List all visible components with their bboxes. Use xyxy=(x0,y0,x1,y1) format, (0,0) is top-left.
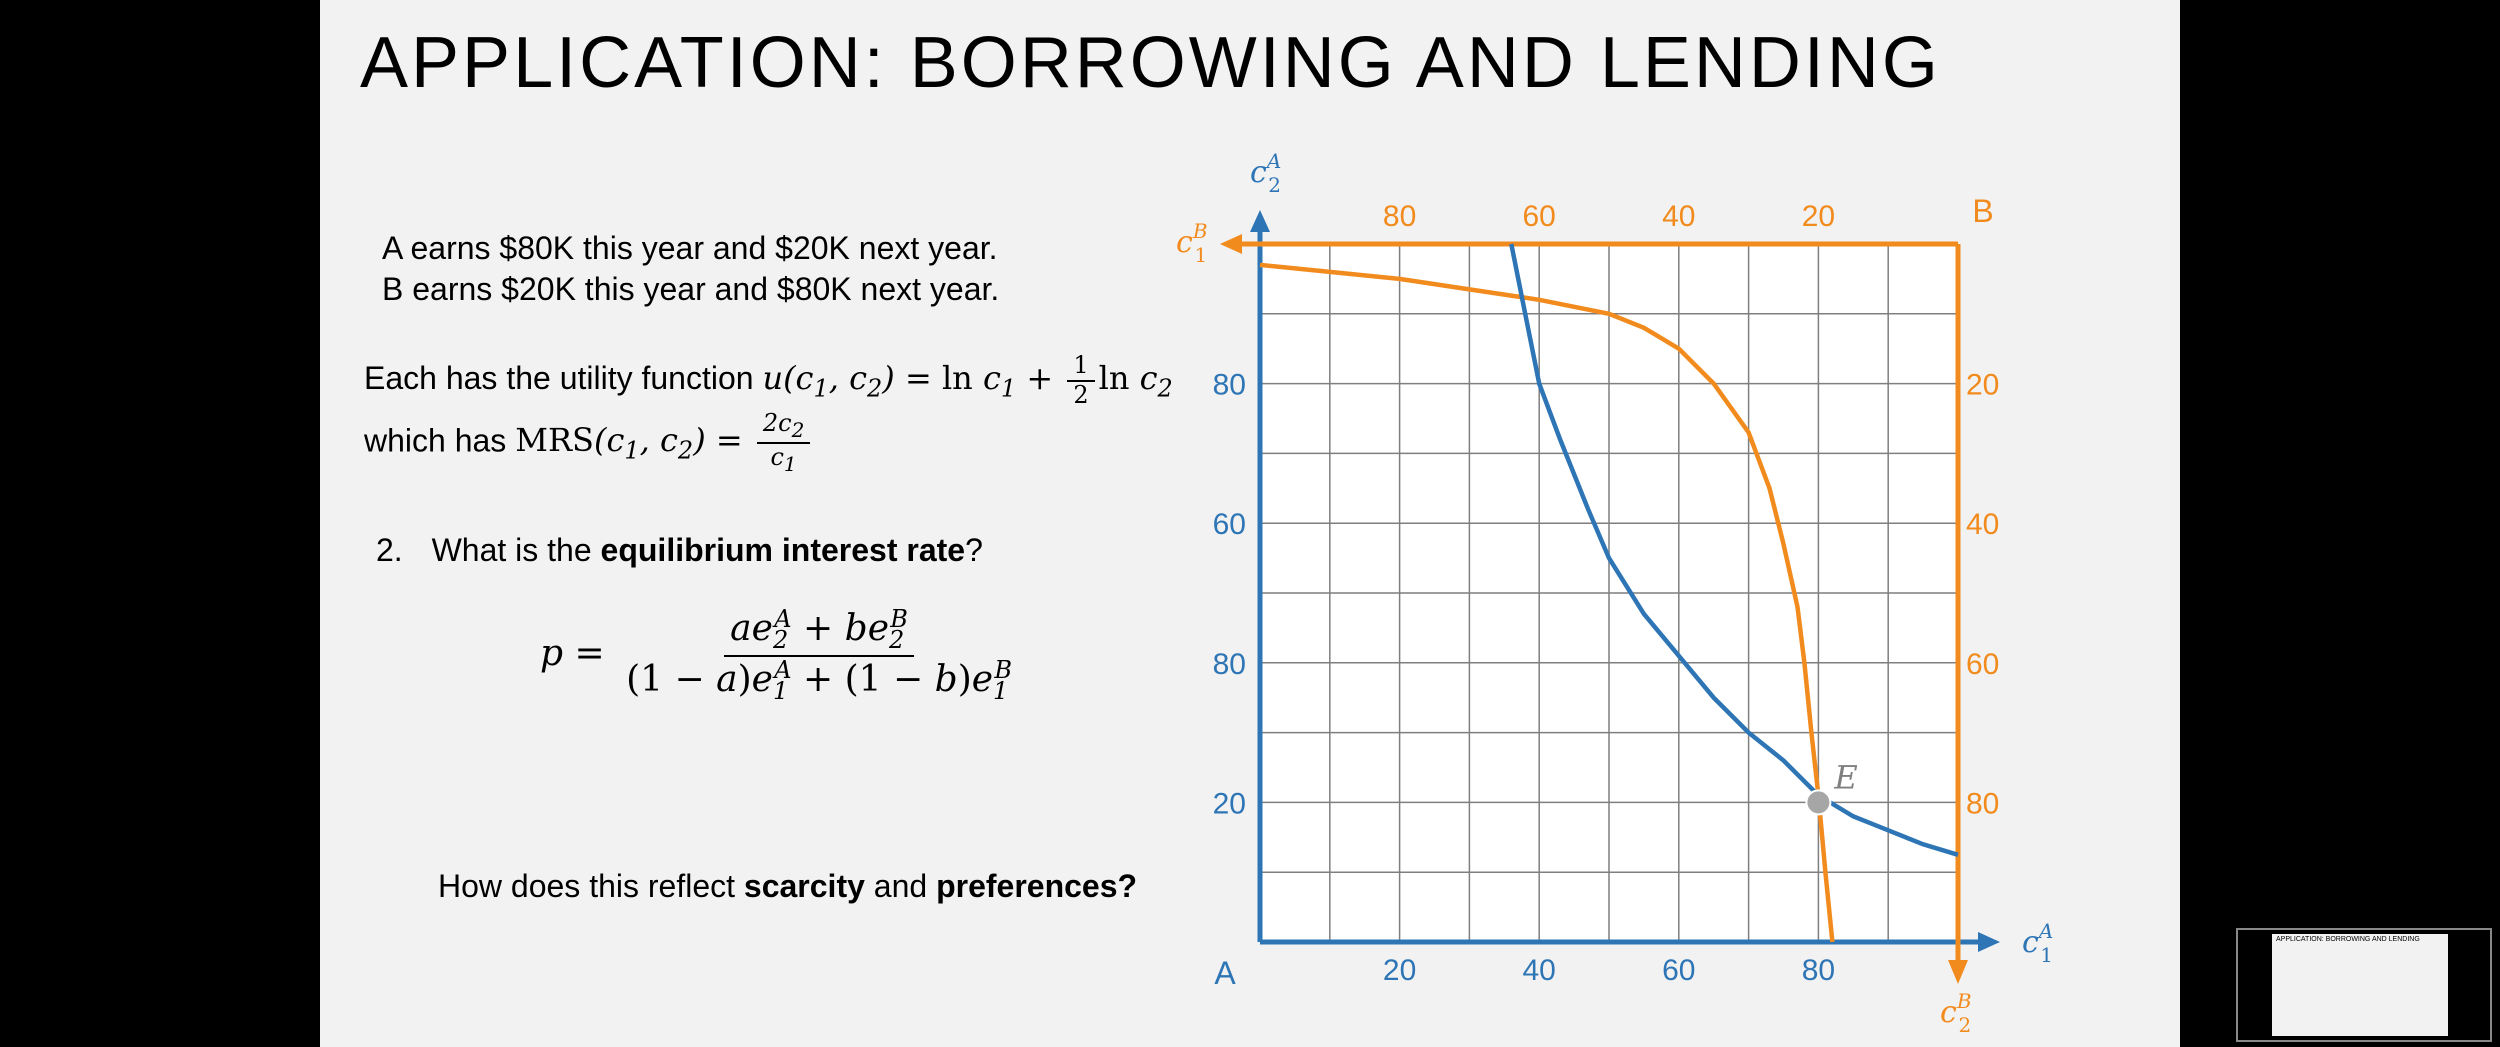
question-pre: What is the xyxy=(431,532,601,568)
closing-mid: and xyxy=(864,868,937,904)
closing-bold-preferences: preferences? xyxy=(936,868,1138,904)
tick-label-b-top: 80 xyxy=(1383,200,1416,233)
slide-title: APPLICATION: BORROWING AND LENDING xyxy=(360,23,1941,103)
slide-thumbnail[interactable]: APPLICATION: BORROWING AND LENDING xyxy=(2236,928,2492,1042)
tick-label-a-bottom: 20 xyxy=(1383,954,1416,987)
tick-label-a-bottom: 40 xyxy=(1523,954,1556,987)
indifference-curve-a xyxy=(1509,243,1959,857)
axis-c1b-arrowhead xyxy=(1220,234,1242,254)
thumbnail-title: APPLICATION: BORROWING AND LENDING xyxy=(2276,936,2420,943)
closing-question: How does this reflect scarcity and prefe… xyxy=(438,868,1137,905)
origin-label-b: B xyxy=(1972,193,1993,229)
axis-label-c2a: cA 2 xyxy=(1250,149,1281,197)
tick-label-a-left: 60 xyxy=(1213,508,1246,541)
utility-formula: u(c1, c2) = ln c1 + 1 2 ln c2 xyxy=(762,351,1173,409)
equilibrium-point xyxy=(1805,789,1832,816)
axis-c1a-arrowhead xyxy=(1978,932,2000,952)
question-bold: equilibrium interest rate xyxy=(600,532,966,568)
tick-label-b-top: 40 xyxy=(1662,200,1695,233)
tick-label-a-left: 20 xyxy=(1213,787,1246,820)
tick-label-a-left: 80 xyxy=(1213,369,1246,402)
tick-label-b-top: 60 xyxy=(1523,200,1556,233)
tick-label-b-right: 80 xyxy=(1966,787,1999,820)
mrs-prefix: which has xyxy=(364,422,507,459)
mrs-line: which has MRS(c1, c2) = 2c2 c1 xyxy=(364,409,814,476)
question-post: ? xyxy=(965,532,983,568)
closing-pre: How does this reflect xyxy=(438,868,744,904)
question-line: 2. What is the equilibrium interest rate… xyxy=(376,532,983,569)
thumbnail-slide: APPLICATION: BORROWING AND LENDING xyxy=(2272,934,2448,1036)
tick-label-a-left: 80 xyxy=(1213,648,1246,681)
closing-bold-scarcity: scarcity xyxy=(743,868,865,904)
tick-label-b-right: 40 xyxy=(1966,508,1999,541)
axis-c2b-arrowhead xyxy=(1948,960,1968,984)
equilibrium-label: E xyxy=(1833,758,1857,796)
origin-label-a: A xyxy=(1214,955,1236,991)
axis-c2a-arrowhead xyxy=(1250,210,1270,232)
tick-label-b-top: 20 xyxy=(1802,200,1835,233)
income-b-text: B earns $20K this year and $80K next yea… xyxy=(382,271,1000,307)
tick-label-a-bottom: 60 xyxy=(1662,954,1695,987)
axis-label-c2b: cB 2 xyxy=(1940,989,1972,1037)
mrs-formula: MRS(c1, c2) = 2c2 c1 xyxy=(515,409,814,475)
axis-label-c1b: cB 1 xyxy=(1176,219,1208,267)
tick-label-a-bottom: 80 xyxy=(1802,954,1835,987)
axis-label-c1a: cA 1 xyxy=(2022,919,2053,967)
tick-label-b-right: 60 xyxy=(1966,648,1999,681)
indifference-curve-b xyxy=(1259,262,1835,943)
income-a-text: A earns $80K this year and $20K next yea… xyxy=(382,230,998,266)
utility-prefix: Each has the utility function xyxy=(364,360,754,397)
price-formula: p = ae2A + be2B (1 − a)e1A + (1 − b)e1B xyxy=(540,605,1012,705)
utility-line: Each has the utility function u(c1, c2) … xyxy=(364,351,1173,409)
tick-label-b-right: 20 xyxy=(1966,369,1999,402)
question-number: 2. xyxy=(376,532,403,568)
